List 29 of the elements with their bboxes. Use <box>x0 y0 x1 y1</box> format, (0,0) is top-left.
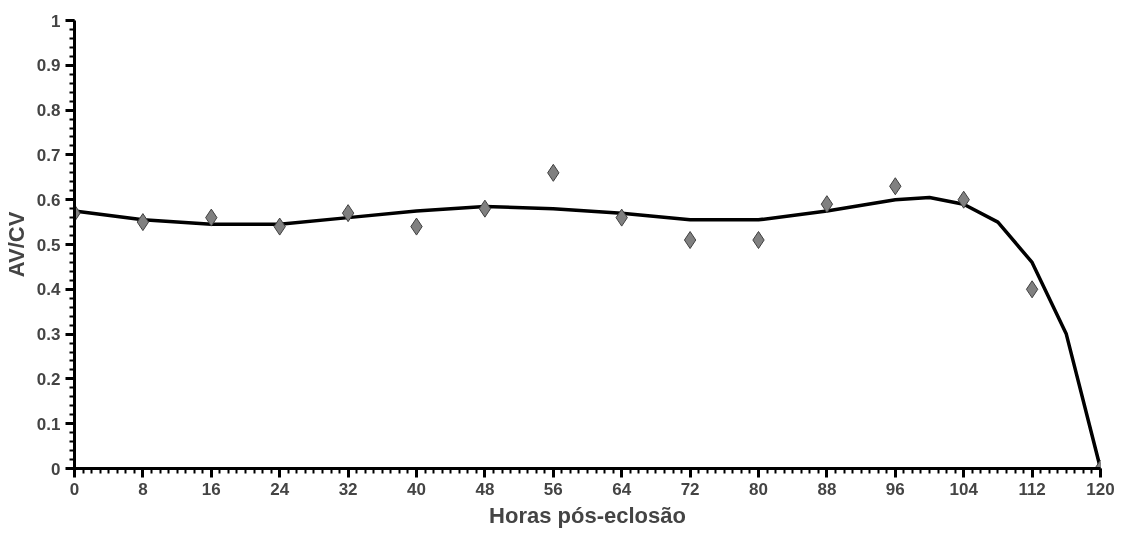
x-tick-label: 112 <box>1018 479 1046 499</box>
x-axis-title: Horas pós-eclosão <box>489 502 686 528</box>
y-tick-label: 0 <box>51 459 61 479</box>
y-tick-label: 0.2 <box>36 369 61 389</box>
x-tick-label: 56 <box>543 479 563 499</box>
y-tick-label: 0.5 <box>36 235 61 255</box>
x-tick-label: 120 <box>1086 479 1115 499</box>
y-tick-label: 0.9 <box>36 56 61 76</box>
x-tick-label: 48 <box>475 479 495 499</box>
x-tick-label: 80 <box>749 479 768 499</box>
y-tick-label: 0.7 <box>36 145 61 165</box>
x-tick-label: 72 <box>680 479 700 499</box>
y-tick-label: 0.4 <box>36 280 62 300</box>
x-tick-label: 88 <box>817 479 837 499</box>
y-tick-label: 0.8 <box>36 101 61 121</box>
x-tick-label: 32 <box>338 479 358 499</box>
x-tick-label: 16 <box>201 479 221 499</box>
x-tick-label: 24 <box>270 479 290 499</box>
x-tick-label: 40 <box>407 479 426 499</box>
y-axis-title: AV/CV <box>3 211 29 278</box>
x-tick-label: 64 <box>612 479 632 499</box>
y-tick-label: 0.1 <box>36 414 61 434</box>
x-tick-label: 0 <box>69 479 80 499</box>
y-tick-label: 1 <box>51 11 61 31</box>
x-tick-label: 8 <box>138 479 148 499</box>
y-tick-label: 0.3 <box>36 325 61 345</box>
y-tick-label: 0.6 <box>36 190 61 210</box>
x-tick-label: 96 <box>885 479 905 499</box>
x-tick-label: 104 <box>949 479 979 499</box>
